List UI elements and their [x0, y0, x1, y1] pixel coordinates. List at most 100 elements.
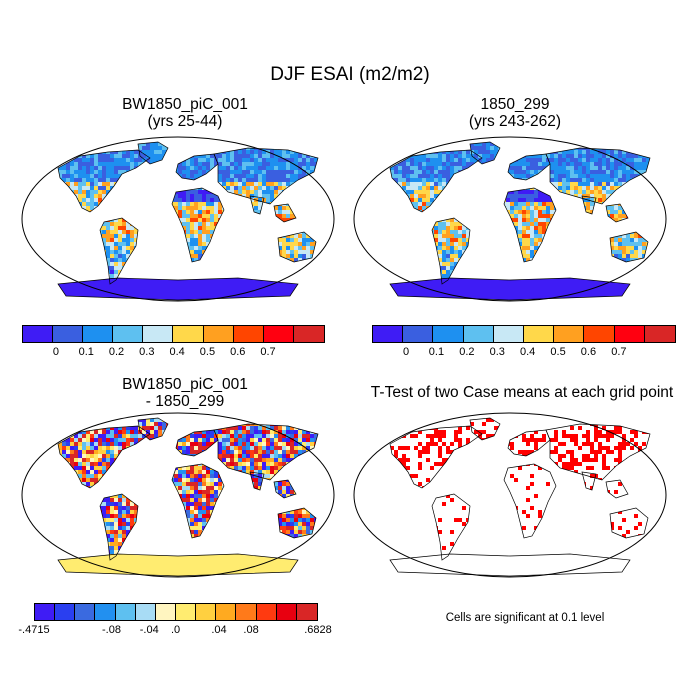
coastlines — [389, 141, 651, 301]
colorbar-swatch — [75, 604, 96, 620]
land-southeast-asia — [273, 203, 297, 223]
land-asia — [545, 423, 651, 481]
land-asia — [545, 147, 651, 205]
panel-2-title-line1: 1850_299 — [480, 96, 550, 113]
field-cells — [58, 142, 318, 300]
globe-outline — [353, 412, 667, 578]
coastlines — [57, 417, 319, 577]
land-south-america — [431, 217, 471, 285]
colorbar-tick-label: -.04 — [139, 624, 159, 636]
panel-3-title-line1: BW1850_piC_001 — [122, 376, 248, 393]
colorbar-tick-label: 0.2 — [459, 346, 475, 358]
colorbar-case2 — [372, 325, 676, 343]
land-asia — [213, 147, 319, 205]
land-antarctica — [57, 277, 299, 301]
colorbar-swatch — [403, 326, 434, 342]
colorbar-swatch — [35, 604, 56, 620]
colorbar-swatch — [203, 326, 234, 342]
land-antarctica — [389, 277, 631, 301]
panel-1-title-line1: BW1850_piC_001 — [122, 96, 248, 113]
colorbar-swatch — [644, 326, 675, 342]
colorbar-tick-label: 0.1 — [428, 346, 445, 358]
colorbar-case1-labels: 0 0.1 0.2 0.3 0.4 0.5 0.6 0.7 — [22, 346, 325, 360]
colorbar-tick-label: 0.5 — [199, 346, 216, 358]
colorbar-tick-label: 0.3 — [489, 346, 505, 358]
panel-3-title: BW1850_piC_001 - 1850_299 — [40, 376, 330, 410]
colorbar-tick-label: .0 — [171, 624, 181, 636]
land-southeast-asia — [273, 479, 297, 499]
colorbar-tick-label: .04 — [211, 624, 227, 636]
colorbar-tick-label: 0.2 — [108, 346, 125, 358]
colorbar-tick-label: 0.7 — [260, 346, 276, 358]
land-southeast-asia — [605, 203, 629, 223]
colorbar-swatch — [554, 326, 585, 342]
land-south-america — [431, 493, 471, 561]
map-panel-ttest — [353, 412, 667, 578]
panel-3-title-line2: - 1850_299 — [145, 393, 225, 410]
colorbar-case1 — [22, 325, 325, 343]
colorbar-tick-label: 0.6 — [580, 346, 597, 358]
colorbar-tick-label: 0.1 — [78, 346, 94, 358]
colorbar-swatch — [83, 326, 114, 342]
colorbar-swatch — [155, 604, 176, 620]
colorbar-tick-label: 0 — [402, 346, 410, 358]
colorbar-swatch — [276, 604, 297, 620]
panel-1-title: BW1850_piC_001 (yrs 25-44) — [40, 96, 330, 130]
land-southeast-asia — [605, 479, 629, 499]
colorbar-swatch — [584, 326, 615, 342]
land-asia — [213, 423, 319, 481]
colorbar-tick-label: 0.5 — [550, 346, 566, 358]
land-north-america — [389, 425, 483, 489]
land-africa — [171, 463, 225, 539]
land-europe — [507, 429, 551, 457]
colorbar-swatch — [23, 326, 54, 342]
land-greenland — [469, 417, 501, 441]
colorbar-swatch — [523, 326, 555, 342]
colorbar-swatch — [233, 326, 264, 342]
colorbar-swatch — [95, 604, 116, 620]
map-panel-difference — [21, 412, 335, 578]
coastlines — [389, 417, 651, 577]
colorbar-swatch — [115, 604, 136, 620]
colorbar-tick-label: 0.6 — [230, 346, 246, 358]
colorbar-difference-labels: -.4715 -.08 -.04 .0 .04 .08 .6828 — [18, 624, 331, 638]
colorbar-swatch — [263, 326, 294, 342]
colorbar-tick-label: 0.4 — [169, 346, 185, 358]
map-panel-mean-case1 — [21, 136, 335, 302]
land-greenland — [469, 141, 501, 165]
land-antarctica — [389, 553, 631, 577]
colorbar-tick-label: 0.4 — [519, 346, 536, 358]
colorbar-tick-label: 0 — [52, 346, 59, 358]
colorbar-swatch — [463, 326, 494, 342]
land-north-america — [57, 149, 151, 213]
land-europe — [175, 153, 219, 181]
colorbar-swatch — [256, 604, 277, 620]
colorbar-swatch — [143, 326, 174, 342]
panel-1-title-line2: (yrs 25-44) — [147, 113, 223, 130]
colorbar-swatch — [55, 604, 76, 620]
colorbar-swatch — [493, 326, 524, 342]
panel-4-title: T-Test of two Case means at each grid po… — [370, 384, 674, 401]
globe-outline — [21, 412, 335, 578]
land-greenland — [137, 417, 169, 441]
colorbar-swatch — [135, 604, 156, 620]
colorbar-swatch — [296, 604, 317, 620]
colorbar-difference — [34, 603, 318, 621]
field-cells — [390, 418, 650, 576]
colorbar-tick-label: .6828 — [304, 624, 332, 636]
field-cells — [390, 142, 650, 300]
colorbar-tick-label: -.08 — [102, 624, 121, 636]
land-north-america — [389, 149, 483, 213]
colorbar-tick-label: 0.3 — [139, 346, 155, 358]
land-europe — [175, 429, 219, 457]
map-panel-mean-case2 — [353, 136, 667, 302]
land-greenland — [137, 141, 169, 165]
colorbar-tick-label: -.4715 — [18, 624, 50, 636]
land-south-america — [99, 217, 139, 285]
land-australia — [609, 507, 649, 539]
land-india — [249, 195, 265, 215]
colorbar-swatch — [113, 326, 144, 342]
colorbar-swatch — [236, 604, 257, 620]
land-africa — [503, 187, 557, 263]
land-south-america — [99, 493, 139, 561]
